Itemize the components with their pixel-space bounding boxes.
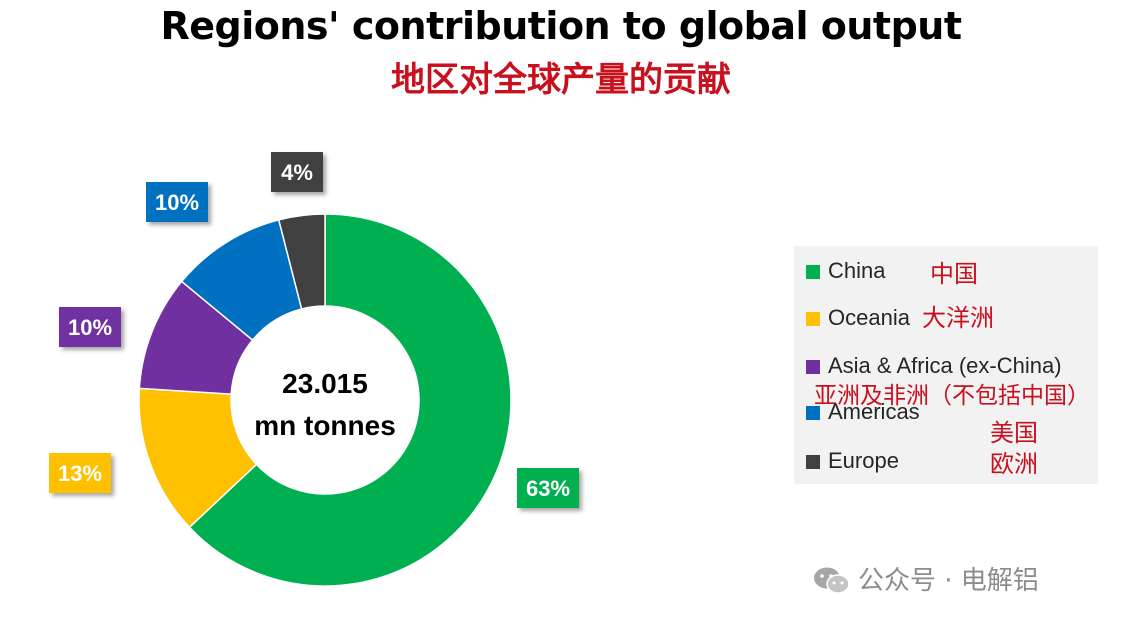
data-label: 10% [146, 182, 208, 222]
center-label-value: 23.015 [282, 368, 368, 399]
legend-swatch [806, 265, 820, 279]
data-label-box [517, 468, 579, 508]
legend-swatch [806, 312, 820, 326]
legend-label: Americas [828, 399, 920, 424]
donut-slice-europe [277, 213, 326, 310]
data-label-text: 10% [68, 315, 112, 340]
wechat-icon [814, 567, 850, 594]
legend-label: Oceania [828, 305, 910, 330]
legend-label: Europe [828, 448, 899, 473]
legend-label-cn: 美国 [990, 419, 1038, 447]
data-label-text: 63% [526, 476, 570, 501]
data-label-box [59, 307, 121, 347]
legend-label-cn: 大洋洲 [922, 304, 994, 332]
data-label: 63% [517, 468, 579, 508]
data-label-text: 4% [281, 160, 313, 185]
chart-legend: China 中国 Oceania 大洋洲 Asia & Africa (ex-C… [794, 246, 1098, 484]
data-label-box [49, 453, 111, 493]
legend-item-asia-africa: Asia & Africa (ex-China) [806, 353, 1062, 379]
watermark: 公众号 · 电解铝 [812, 560, 1039, 597]
legend-item-europe: Europe [806, 448, 899, 474]
legend-label: China [828, 258, 886, 283]
center-label-unit: mn tonnes [254, 410, 396, 441]
data-label: 13% [49, 453, 111, 493]
chart-subtitle: 地区对全球产量的贡献 [391, 60, 731, 100]
legend-item-americas: Americas [806, 399, 920, 425]
watermark-text: 公众号 · 电解铝 [858, 566, 1039, 596]
legend-label: Asia & Africa (ex-China) [828, 353, 1062, 378]
legend-label-cn: 欧洲 [990, 450, 1038, 478]
legend-swatch [806, 360, 820, 374]
legend-item-china: China [806, 258, 885, 284]
legend-swatch [806, 455, 820, 469]
legend-item-oceania: Oceania [806, 305, 910, 331]
donut-slice-china [188, 213, 512, 587]
data-label-text: 10% [155, 190, 199, 215]
chart-title: Regions' contribution to global output [160, 4, 962, 48]
data-label: 4% [271, 152, 323, 192]
legend-swatch [806, 406, 820, 420]
legend-label-cn: 亚洲及非洲（不包括中国） [814, 383, 1090, 409]
data-label-box [146, 182, 208, 222]
data-label-box [271, 152, 323, 192]
legend-label-cn: 中国 [930, 260, 978, 288]
data-label-text: 13% [58, 461, 102, 486]
data-label: 10% [59, 307, 121, 347]
